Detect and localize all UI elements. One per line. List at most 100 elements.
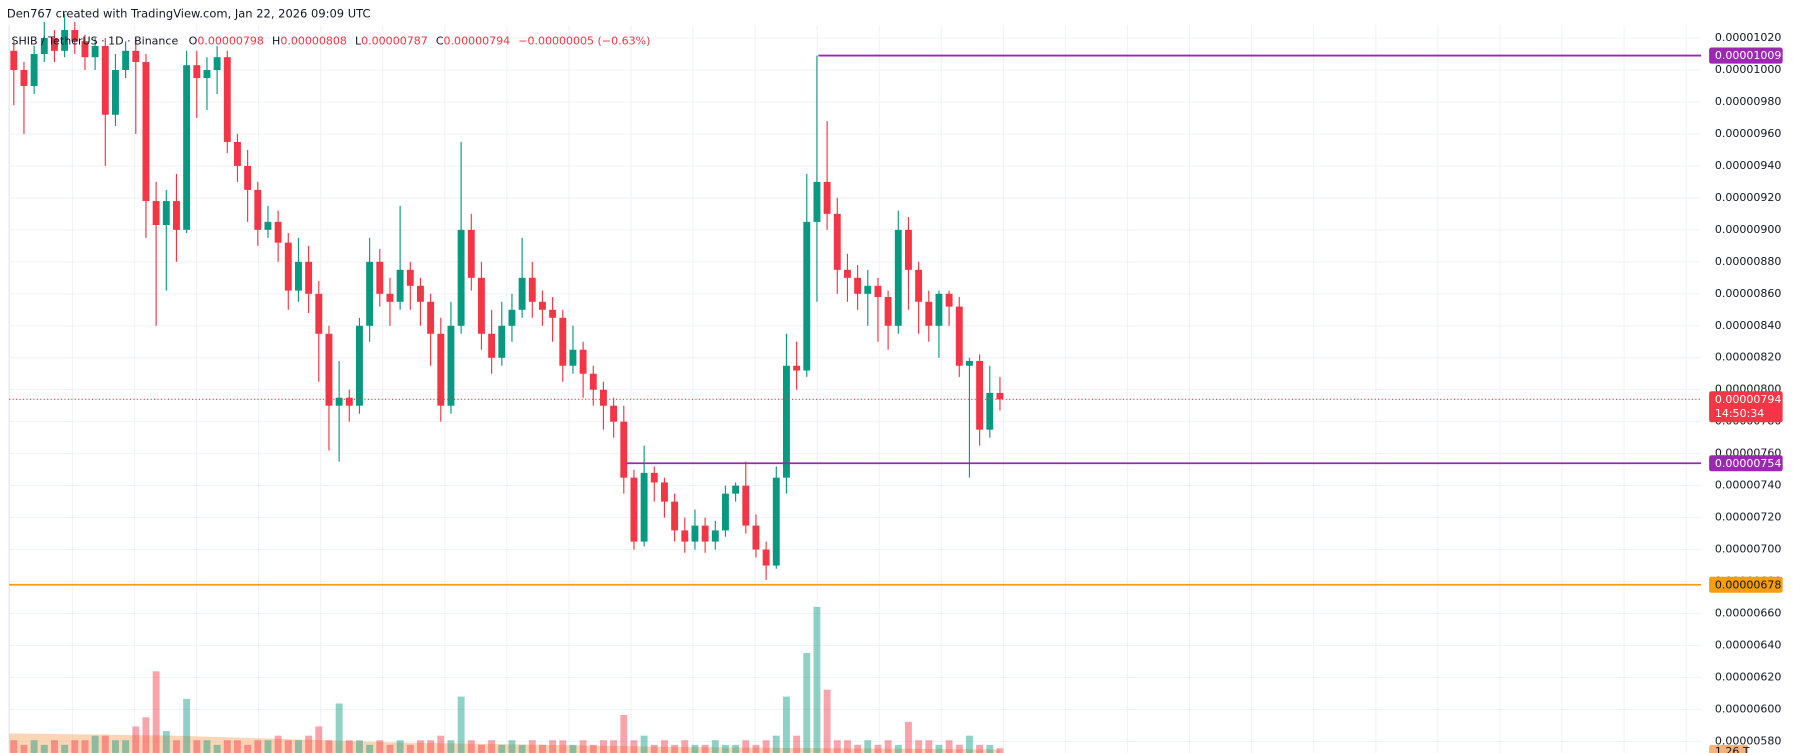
candle-body (101, 46, 109, 115)
volume-bar (803, 652, 811, 753)
volume-bar (366, 744, 374, 753)
volume-bar (61, 744, 69, 753)
volume-bar (40, 744, 48, 753)
candle-body (610, 405, 618, 422)
volume-bar (671, 744, 679, 753)
volume-bar (478, 744, 485, 753)
volume-bar (711, 740, 719, 753)
candle-body (335, 397, 343, 406)
candle-body (427, 301, 435, 334)
candle-body (447, 325, 455, 406)
volume-bar (112, 740, 119, 753)
candle-body (213, 57, 221, 70)
candle-body (142, 61, 150, 202)
volume-bar (173, 740, 180, 753)
candle-body (305, 261, 313, 294)
y-tick-label: 0.00000660 (1715, 607, 1782, 620)
candle-body (295, 261, 302, 291)
volume-bar (295, 740, 302, 753)
candle-body (671, 501, 679, 531)
legend: SHIB / TetherUS · 1D · Binance O0.000007… (11, 34, 650, 47)
volume-bar (467, 740, 475, 753)
volume-bar (742, 740, 750, 753)
candle-body (915, 269, 923, 302)
level-tag-label: 0.00001009 (1715, 49, 1782, 62)
volume-bar (274, 735, 282, 753)
volume-bar (396, 740, 404, 753)
volume-bar (600, 740, 607, 753)
volume-bar (518, 744, 526, 753)
volume-bar (691, 744, 699, 753)
current-price-label: 0.00000794 (1715, 393, 1782, 406)
candle-body (284, 242, 292, 291)
candle-body (30, 54, 38, 86)
low-value: 0.00000787 (361, 34, 428, 47)
volume-bar (356, 740, 363, 753)
close-value: 0.00000794 (444, 34, 511, 47)
volume-bar (559, 740, 567, 753)
candle-body (162, 201, 170, 226)
candle-body (589, 373, 597, 390)
volume-bar (91, 735, 99, 753)
volume-bar (884, 740, 892, 753)
candle-body (549, 309, 557, 318)
volume-bar (101, 735, 109, 753)
candle-body (986, 392, 994, 430)
candle-body (366, 261, 374, 326)
volume-bar (793, 735, 801, 753)
candle-body (691, 525, 699, 542)
volume-bar (81, 740, 89, 753)
candle-body (803, 221, 811, 371)
candle-body (457, 229, 465, 326)
candle-body (345, 397, 353, 406)
volume-tag-label: 1.26 T (1715, 745, 1750, 753)
y-tick-label: 0.00000620 (1715, 670, 1782, 683)
candle-body (488, 333, 496, 358)
candle-body (965, 360, 973, 366)
y-tick-label: 0.00000960 (1715, 127, 1782, 140)
volume-bar (549, 740, 557, 753)
volume-bar (325, 740, 333, 753)
candle-body (467, 229, 475, 278)
y-tick-label: 0.00000820 (1715, 351, 1782, 364)
volume-bar (305, 735, 313, 753)
ohlc-letter: H (272, 34, 280, 47)
y-tick-label: 0.00000980 (1715, 95, 1782, 108)
level-tag-label: 0.00000678 (1715, 578, 1782, 591)
candle-body (894, 229, 902, 326)
volume-bar (132, 726, 140, 753)
candle-body (539, 301, 546, 310)
volume-bar (284, 740, 292, 753)
candle-body (742, 485, 750, 526)
level-tag-label: 0.00000754 (1715, 457, 1782, 470)
ohlc-letter: L (355, 34, 362, 47)
candle-body (325, 333, 333, 406)
volume-bar (122, 740, 130, 753)
volume-bar (904, 721, 912, 753)
candle-body (264, 221, 272, 230)
change: −0.00000005 (−0.63%) (518, 34, 650, 47)
candle-body (376, 261, 384, 294)
volume-bar (660, 740, 668, 753)
volume-bar (152, 671, 160, 753)
open-value: 0.00000798 (197, 34, 264, 47)
candle-body (650, 472, 658, 483)
volume-bar (925, 740, 933, 753)
volume-bar (945, 740, 953, 753)
volume-bar (447, 740, 455, 753)
background: 0.00001020 0.00001000 0.00000980 0.00000960… (8, 25, 1782, 753)
candle-body (498, 325, 506, 358)
countdown: 14:50:34 (1715, 407, 1764, 420)
volume-bar (843, 740, 851, 753)
y-tick-label: 0.00000740 (1715, 479, 1782, 492)
candle-body (122, 50, 130, 70)
volume-bar (223, 740, 231, 753)
volume-bar (437, 735, 445, 753)
y-tick-label: 0.00000840 (1715, 319, 1782, 332)
candle-body (173, 201, 180, 230)
y-tick-label: 0.00001020 (1715, 31, 1782, 44)
candle-body (183, 65, 191, 230)
candle-body (630, 477, 638, 542)
candle-body (660, 482, 668, 502)
volume-bar (589, 744, 597, 753)
